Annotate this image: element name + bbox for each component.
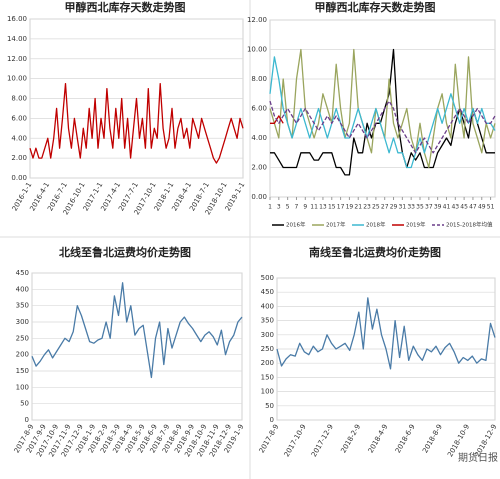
chart-title: 甲醇西北库存天数走势图 [315,0,436,14]
y-tick-label: 10.00 [7,75,27,83]
x-tick-label: 45 [460,204,468,211]
legend-label: 2019年 [406,221,426,229]
x-tick-label: 21 [354,204,362,211]
x-tick-label: 39 [434,204,442,211]
x-tick-label: 5 [286,204,290,211]
chart-title: 南线至鲁北运费均价走势图 [309,245,441,259]
y-tick-label: 200 [16,351,29,359]
x-tick-label: 9 [303,204,307,211]
y-tick-label: 16.00 [7,15,27,23]
y-tick-label: 450 [16,269,29,277]
plot-frame [31,272,243,421]
y-tick-label: 14.00 [7,35,27,43]
y-tick-label: 12.00 [247,16,267,24]
series-line [276,297,496,370]
y-tick-label: 0 [270,416,274,424]
x-tick-label: 47 [469,204,477,211]
x-tick-label: 43 [451,204,459,211]
series-line [31,282,243,379]
y-tick-label: 150 [16,367,29,375]
y-tick-label: 6.00 [251,105,267,113]
y-tick-label: 4.00 [251,134,267,142]
y-tick-label: 0.00 [251,193,267,201]
y-tick-label: 100 [16,383,29,391]
y-tick-label: 0 [25,416,29,424]
y-tick-label: 2.00 [11,154,27,162]
chart-title: 北线至鲁北运费均价走势图 [59,245,191,259]
x-tick-label: 19 [346,204,354,211]
y-tick-label: 350 [261,317,274,325]
y-tick-label: 250 [261,345,274,353]
x-tick-label: 3 [277,204,281,211]
x-tick-label: 27 [381,204,389,211]
x-tick-label: 2018-2-9 [339,423,362,455]
y-tick-label: 2.00 [251,164,267,172]
x-tick-label: 37 [425,204,433,211]
x-tick-label: 23 [363,204,371,211]
x-tick-label: 2018-8-9 [421,423,444,455]
y-tick-label: 400 [261,302,274,310]
y-tick-label: 300 [16,318,29,326]
y-tick-label: 250 [16,334,29,342]
y-tick-label: 0.00 [11,174,27,182]
y-tick-label: 8.00 [11,95,27,103]
y-tick-label: 200 [261,359,274,367]
x-tick-label: 1 [268,204,272,211]
y-tick-label: 50 [265,402,274,410]
y-tick-label: 400 [16,285,29,293]
x-tick-label: 2017-12-9 [310,423,335,458]
x-tick-label: 15 [328,204,336,211]
series-line [269,56,496,169]
series-line [269,100,496,154]
x-tick-label: 2017-8-9 [258,423,281,455]
x-tick-label: 25 [372,204,380,211]
legend-label: 2018年 [366,221,386,229]
y-tick-label: 6.00 [11,114,27,122]
y-tick-label: 450 [261,288,274,296]
x-tick-label: 41 [443,204,451,211]
x-tick-label: 49 [478,204,486,211]
y-tick-label: 50 [20,400,29,408]
y-tick-label: 500 [261,274,274,282]
x-tick-label: 7 [295,204,299,211]
x-tick-label: 2018-6-9 [394,423,417,455]
chart-title: 甲醇西北库存天数走势图 [65,0,186,14]
x-tick-label: 35 [416,204,424,211]
legend-label: 2015-2018年均值 [446,221,493,229]
x-tick-label: 33 [407,204,415,211]
y-tick-label: 8.00 [251,75,267,83]
x-tick-label: 2018-4-9 [367,423,390,455]
legend-label: 2016年 [286,221,306,229]
x-tick-label: 2017-10-9 [283,423,308,458]
series-line [29,82,244,164]
x-tick-label: 29 [390,204,398,211]
y-tick-label: 350 [16,302,29,310]
y-tick-label: 10.00 [247,46,267,54]
watermark: 期货日报 [458,451,498,464]
y-tick-label: 300 [261,331,274,339]
legend-label: 2017年 [326,221,346,229]
x-tick-label: 31 [399,204,407,211]
y-tick-label: 150 [261,373,274,381]
x-tick-label: 11 [310,204,318,211]
x-tick-label: 51 [487,204,495,211]
x-tick-label: 17 [337,204,345,211]
y-tick-label: 12.00 [7,55,27,63]
x-tick-label: 13 [319,204,327,211]
y-tick-label: 100 [261,388,274,396]
y-tick-label: 4.00 [11,134,27,142]
